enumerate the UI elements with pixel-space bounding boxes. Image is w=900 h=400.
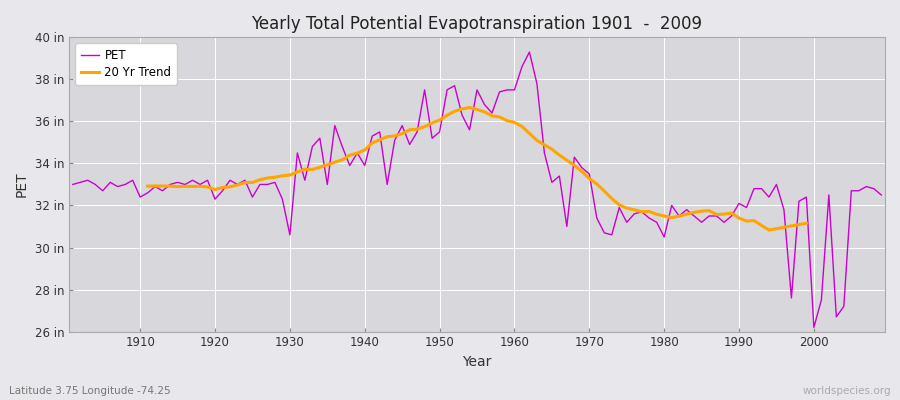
- Title: Yearly Total Potential Evapotranspiration 1901  -  2009: Yearly Total Potential Evapotranspiratio…: [251, 15, 703, 33]
- 20 Yr Trend: [734, 216, 744, 220]
- PET: [808, 325, 819, 330]
- PET: [292, 150, 302, 155]
- X-axis label: Year: Year: [463, 355, 491, 369]
- PET: [524, 50, 535, 54]
- 20 Yr Trend: [487, 114, 498, 118]
- Text: worldspecies.org: worldspecies.org: [803, 386, 891, 396]
- Line: 20 Yr Trend: 20 Yr Trend: [148, 108, 806, 230]
- Line: PET: PET: [73, 52, 881, 327]
- Legend: PET, 20 Yr Trend: PET, 20 Yr Trend: [75, 43, 177, 84]
- PET: [68, 182, 78, 187]
- 20 Yr Trend: [464, 105, 475, 110]
- 20 Yr Trend: [397, 131, 408, 136]
- Y-axis label: PET: PET: [15, 172, 29, 197]
- PET: [607, 232, 617, 237]
- 20 Yr Trend: [763, 228, 774, 232]
- PET: [509, 88, 520, 92]
- PET: [876, 192, 886, 197]
- 20 Yr Trend: [801, 221, 812, 226]
- 20 Yr Trend: [142, 184, 153, 188]
- 20 Yr Trend: [225, 184, 236, 189]
- PET: [127, 178, 138, 183]
- 20 Yr Trend: [277, 173, 288, 178]
- 20 Yr Trend: [210, 187, 220, 192]
- PET: [337, 144, 347, 149]
- PET: [501, 88, 512, 92]
- Text: Latitude 3.75 Longitude -74.25: Latitude 3.75 Longitude -74.25: [9, 386, 171, 396]
